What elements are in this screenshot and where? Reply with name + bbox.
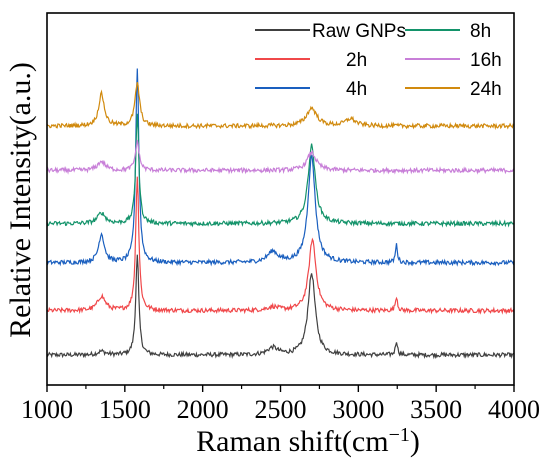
series-line-4	[46, 113, 515, 228]
x-axis-title-main: Raman shift(cm	[196, 425, 388, 458]
series-line-1	[46, 254, 515, 360]
series-line-2	[46, 176, 515, 315]
series-line-6	[46, 82, 515, 131]
x-tick-label: 1500	[99, 395, 151, 424]
legend: Raw GNPs 2h 4h 8h 16h 24h	[255, 21, 502, 100]
legend-label: Raw GNPs	[312, 21, 406, 42]
x-tick-label: 3500	[410, 395, 462, 424]
legend-label: 4h	[346, 79, 367, 100]
y-axis-title: Relative Intensity(a.u.)	[4, 62, 37, 338]
x-axis-title-close: )	[410, 425, 420, 458]
x-tick-label: 1000	[21, 395, 73, 424]
x-tick-labels: 1000 1500 2000 2500 3000 3500 4000	[21, 395, 540, 424]
x-tick-label: 2500	[255, 395, 307, 424]
legend-label: 2h	[346, 50, 367, 71]
x-tick-label: 2000	[177, 395, 229, 424]
legend-label: 16h	[470, 50, 502, 71]
legend-label: 8h	[470, 21, 491, 42]
legend-label: 24h	[470, 79, 502, 100]
x-tick-label: 4000	[488, 395, 540, 424]
x-tick-label: 3000	[332, 395, 384, 424]
plot-frame	[46, 12, 515, 386]
x-axis-title: Raman shift(cm−1)	[196, 424, 420, 458]
series-line-5	[46, 139, 515, 175]
axis-ticks	[46, 385, 515, 392]
series-lines	[46, 68, 515, 360]
series-line-3	[46, 68, 515, 267]
x-axis-title-superscript: −1	[389, 424, 410, 446]
